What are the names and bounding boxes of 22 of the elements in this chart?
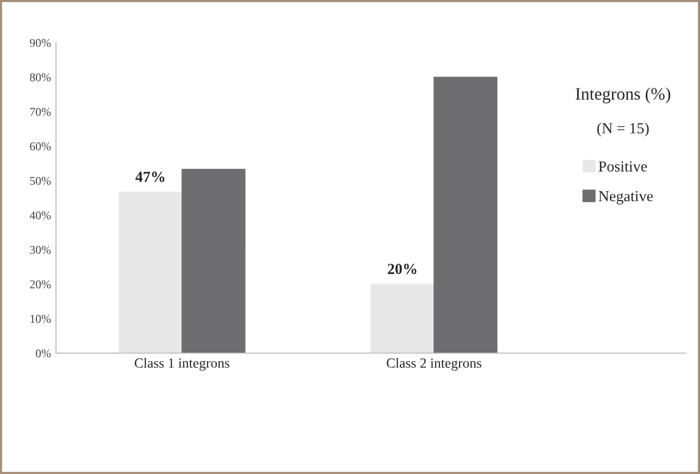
legend-title: Integrons (%) [576, 88, 670, 104]
data-label: 47% [135, 172, 164, 182]
bar [370, 284, 434, 354]
y-tick-label: 40% [30, 211, 51, 220]
bar [118, 192, 182, 354]
bar [434, 76, 498, 354]
data-label: 20% [388, 264, 416, 274]
y-tick-label: 70% [30, 108, 51, 116]
y-tick-label: 80% [30, 73, 51, 82]
legend-label: Positive [598, 161, 647, 172]
y-tick-label: 30% [30, 246, 51, 254]
x-tick-label: Class 1 integrons [134, 358, 230, 371]
bar [182, 168, 246, 354]
x-tick-label: Class 2 integrons [386, 358, 482, 371]
y-tick-label: 20% [30, 280, 51, 288]
legend-label: Negative [598, 191, 653, 204]
y-tick-label: 90% [30, 38, 51, 47]
y-tick-label: 10% [30, 314, 51, 323]
y-tick-label: 50% [30, 176, 51, 185]
y-tick-label: 0% [36, 349, 51, 358]
annotation: (N = 15) [597, 122, 649, 137]
y-tick-label: 60% [30, 142, 51, 150]
